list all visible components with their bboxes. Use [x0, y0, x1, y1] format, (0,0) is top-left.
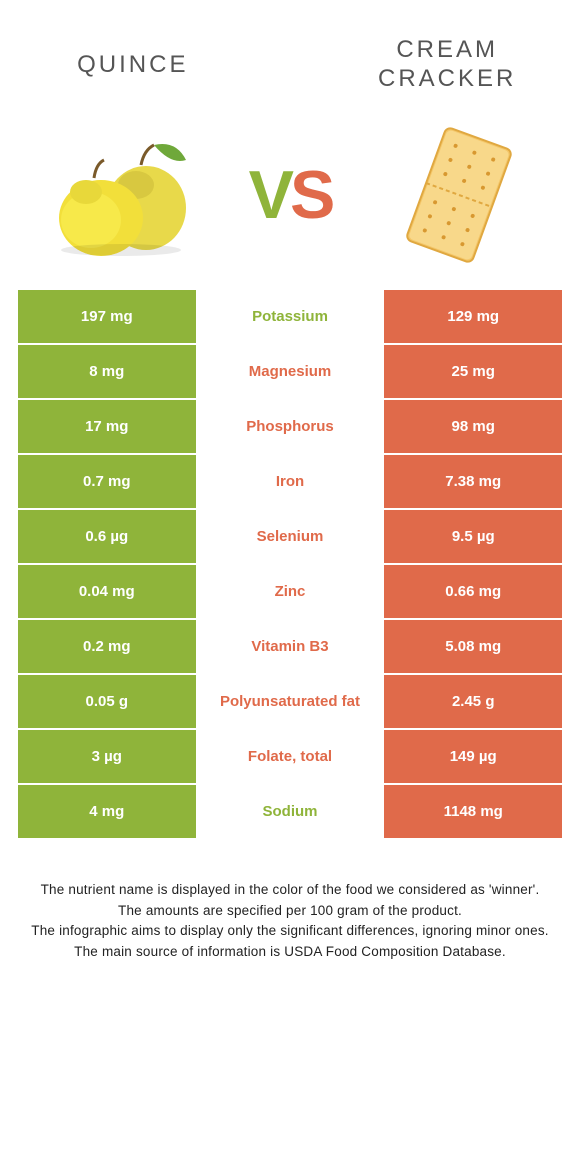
- left-value: 0.2 mg: [18, 620, 198, 673]
- left-value: 17 mg: [18, 400, 198, 453]
- quince-icon: [36, 130, 206, 260]
- nutrient-label: Potassium: [198, 290, 383, 343]
- table-row: 0.05 gPolyunsaturated fat2.45 g: [18, 675, 562, 730]
- vs-v: V: [249, 156, 290, 234]
- vs-label: VS: [249, 156, 332, 234]
- left-value: 0.05 g: [18, 675, 198, 728]
- right-value: 5.08 mg: [382, 620, 562, 673]
- right-value: 9.5 µg: [382, 510, 562, 563]
- left-value: 3 µg: [18, 730, 198, 783]
- vs-s: S: [290, 156, 331, 234]
- footer-notes: The nutrient name is displayed in the co…: [18, 840, 562, 961]
- footer-line-4: The main source of information is USDA F…: [30, 942, 550, 962]
- nutrient-label: Zinc: [198, 565, 383, 618]
- left-value: 0.6 µg: [18, 510, 198, 563]
- nutrient-label: Vitamin B3: [198, 620, 383, 673]
- header: Quince Cream Cracker: [18, 20, 562, 110]
- table-row: 0.7 mgIron7.38 mg: [18, 455, 562, 510]
- right-food-image: [355, 115, 562, 275]
- right-value: 25 mg: [382, 345, 562, 398]
- table-row: 17 mgPhosphorus98 mg: [18, 400, 562, 455]
- nutrient-label: Polyunsaturated fat: [198, 675, 383, 728]
- nutrient-label: Magnesium: [198, 345, 383, 398]
- nutrient-label: Phosphorus: [198, 400, 383, 453]
- footer-line-2: The amounts are specified per 100 gram o…: [30, 901, 550, 921]
- table-row: 8 mgMagnesium25 mg: [18, 345, 562, 400]
- table-row: 197 mgPotassium129 mg: [18, 290, 562, 345]
- table-row: 0.2 mgVitamin B35.08 mg: [18, 620, 562, 675]
- footer-line-1: The nutrient name is displayed in the co…: [30, 880, 550, 900]
- right-value: 1148 mg: [382, 785, 562, 838]
- left-value: 197 mg: [18, 290, 198, 343]
- right-value: 0.66 mg: [382, 565, 562, 618]
- right-value: 98 mg: [382, 400, 562, 453]
- nutrient-label: Sodium: [198, 785, 383, 838]
- left-value: 0.04 mg: [18, 565, 198, 618]
- right-value: 7.38 mg: [382, 455, 562, 508]
- table-row: 4 mgSodium1148 mg: [18, 785, 562, 840]
- left-value: 8 mg: [18, 345, 198, 398]
- left-food-image: [18, 115, 225, 275]
- cracker-icon: [384, 120, 534, 270]
- left-value: 0.7 mg: [18, 455, 198, 508]
- right-value: 2.45 g: [382, 675, 562, 728]
- right-value: 149 µg: [382, 730, 562, 783]
- table-row: 0.6 µgSelenium9.5 µg: [18, 510, 562, 565]
- right-food-title: Cream Cracker: [342, 36, 552, 94]
- footer-line-3: The infographic aims to display only the…: [30, 921, 550, 941]
- nutrient-label: Iron: [198, 455, 383, 508]
- left-food-title: Quince: [28, 51, 238, 80]
- right-value: 129 mg: [382, 290, 562, 343]
- nutrient-label: Selenium: [198, 510, 383, 563]
- table-row: 3 µgFolate, total149 µg: [18, 730, 562, 785]
- table-row: 0.04 mgZinc0.66 mg: [18, 565, 562, 620]
- comparison-table: 197 mgPotassium129 mg8 mgMagnesium25 mg1…: [18, 290, 562, 840]
- nutrient-label: Folate, total: [198, 730, 383, 783]
- images-row: VS: [18, 110, 562, 290]
- left-value: 4 mg: [18, 785, 198, 838]
